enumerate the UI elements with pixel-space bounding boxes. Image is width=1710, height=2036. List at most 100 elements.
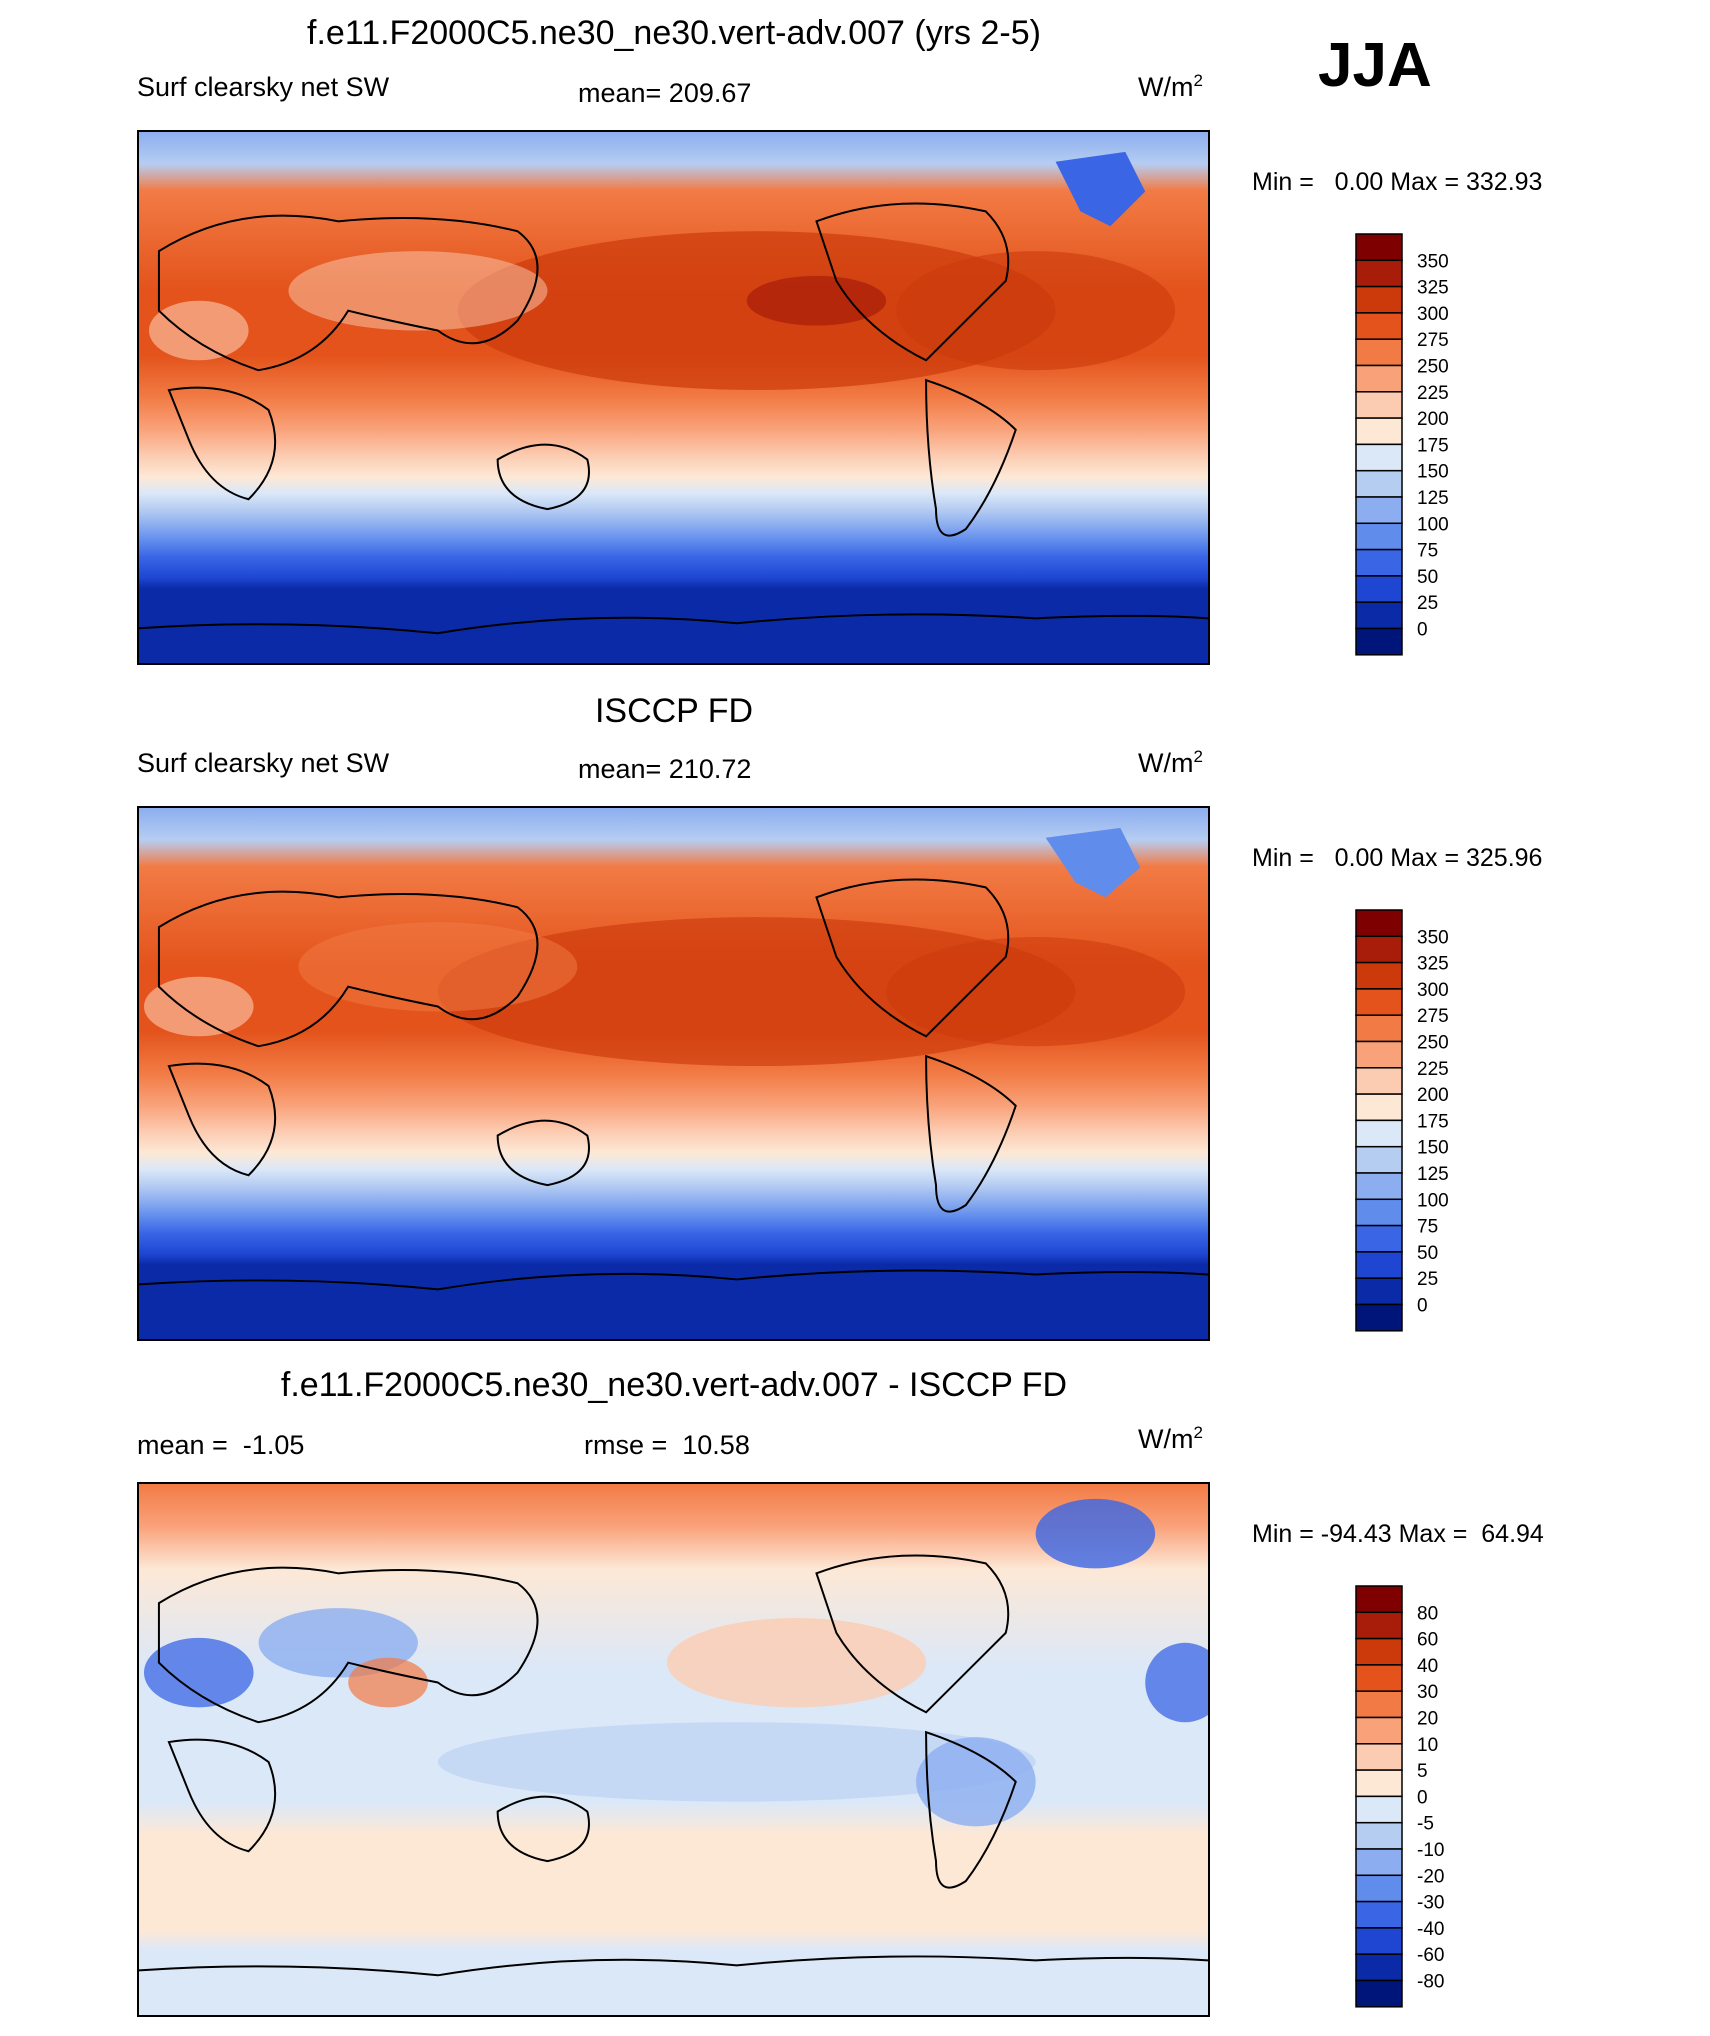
colorbar-tick-label: 40 [1417,1656,1438,1677]
mean-label: mean= 210.72 [578,754,752,784]
colorbar-swatch [1355,259,1403,288]
colorbar-swatch [1355,391,1403,419]
colorbar-swatch [1355,233,1403,262]
colorbar-swatch [1355,1145,1403,1174]
units-label: W/m2 [1138,1423,1203,1454]
colorbar-swatch [1355,1953,1403,1982]
colorbar-tick-label: 60 [1417,1630,1438,1651]
units-label: W/m2 [1138,71,1203,102]
colorbar-swatch [1355,312,1403,340]
contour-map-model [139,132,1208,663]
colorbar-swatch [1355,1198,1403,1227]
colorbar-swatch [1355,1224,1403,1253]
colorbar-swatch [1355,1979,1403,2008]
colorbar-swatch [1355,364,1403,393]
colorbar-model: 350 325 300 275 250 225 200 175 150 125 100 75 50 25 0 [1355,233,1515,658]
colorbar-tick-label: 20 [1417,1709,1438,1730]
contour-map-diff [139,1484,1208,2015]
colorbar-swatch [1355,575,1403,603]
colorbar-swatch [1355,1821,1403,1850]
colorbar-tick-label: -10 [1417,1840,1444,1861]
colorbar-swatch [1355,1743,1403,1771]
colorbar-swatch [1355,601,1403,630]
colorbar-swatch [1355,1585,1403,1614]
colorbar-swatch [1355,469,1403,498]
colorbar-swatch [1355,1172,1403,1201]
colorbar-tick-label: 150 [1417,462,1449,483]
colorbar-tick-label: 300 [1417,304,1449,325]
colorbar-swatch [1355,522,1403,551]
colorbar-tick-label: 125 [1417,488,1449,509]
contour-map-obs [139,808,1208,1339]
colorbar-swatch [1355,1040,1403,1069]
colorbar-tick-label: 200 [1417,409,1449,430]
colorbar-swatch [1355,935,1403,964]
colorbar-tick-label: -30 [1417,1893,1444,1914]
panel-title: f.e11.F2000C5.ne30_ne30.vert-adv.007 (yr… [307,14,1041,52]
colorbar-tick-label: 300 [1417,980,1449,1001]
variable-label: Surf clearsky net SW [137,72,390,102]
colorbar-obs: 350 325 300 275 250 225 200 175 150 125 100 75 50 25 0 [1355,909,1515,1334]
colorbar-swatch [1355,1664,1403,1692]
colorbar-tick-label: 275 [1417,1006,1449,1027]
colorbar-swatch [1355,627,1403,656]
colorbar-tick-label: 175 [1417,435,1449,456]
minmax-label: Min = -94.43 Max = 64.94 [1252,1520,1544,1548]
colorbar-swatch [1355,1900,1403,1929]
colorbar-tick-label: 25 [1417,1269,1438,1290]
colorbar-swatch [1355,548,1403,577]
colorbar-tick-label: 50 [1417,1243,1438,1264]
colorbar-tick-label: 250 [1417,1033,1449,1054]
colorbar-tick-label: 0 [1417,1787,1428,1808]
colorbar-tick-label: 325 [1417,954,1449,975]
colorbar-swatch [1355,1690,1403,1719]
colorbar-swatch [1355,961,1403,990]
colorbar-swatch [1355,1848,1403,1877]
colorbar-svg: 80 60 40 30 20 10 5 0 -5 -10 -20 -30 -40 -60 -80 [1355,1585,1444,2008]
colorbar-tick-label: 0 [1417,1296,1428,1317]
colorbar-swatch [1355,285,1403,314]
colorbar-tick-label: -5 [1417,1814,1434,1835]
variable-label: Surf clearsky net SW [137,748,390,778]
colorbar-tick-label: 30 [1417,1682,1438,1703]
mean-label: mean= 209.67 [578,78,752,108]
colorbar-swatch [1355,1277,1403,1306]
colorbar-tick-label: 75 [1417,1217,1438,1238]
colorbar-tick-label: 100 [1417,1190,1449,1211]
colorbar-tick-label: 100 [1417,514,1449,535]
colorbar-tick-label: 225 [1417,383,1449,404]
colorbar-tick-label: 200 [1417,1085,1449,1106]
colorbar-swatch [1355,1795,1403,1824]
colorbar-tick-label: -20 [1417,1866,1444,1887]
colorbar-tick-label: 80 [1417,1603,1438,1624]
colorbar-tick-label: 125 [1417,1164,1449,1185]
colorbar-tick-label: 150 [1417,1138,1449,1159]
colorbar-swatch [1355,1303,1403,1332]
colorbar-swatch [1355,1251,1403,1279]
colorbar-tick-label: -60 [1417,1945,1444,1966]
colorbar-swatch [1355,443,1403,472]
colorbar-tick-label: 225 [1417,1059,1449,1080]
colorbar-tick-label: 350 [1417,927,1449,948]
colorbar-tick-label: 350 [1417,251,1449,272]
units-label: W/m2 [1138,747,1203,778]
colorbar-swatch [1355,988,1403,1016]
colorbar-swatch [1355,1093,1403,1122]
colorbar-tick-label: 275 [1417,330,1449,351]
colorbar-swatch [1355,1067,1403,1095]
minmax-label: Min = 0.00 Max = 332.93 [1252,168,1543,196]
map-obs [137,806,1210,1341]
colorbar-tick-label: 10 [1417,1735,1438,1756]
colorbar-tick-label: 175 [1417,1111,1449,1132]
colorbar-swatch [1355,1927,1403,1955]
colorbar-swatch [1355,1874,1403,1903]
colorbar-tick-label: 75 [1417,541,1438,562]
map-model [137,130,1210,665]
colorbar-tick-label: 325 [1417,278,1449,299]
colorbar-swatch [1355,338,1403,367]
colorbar-tick-label: -80 [1417,1972,1444,1993]
colorbar-tick-label: 25 [1417,593,1438,614]
minmax-label: Min = 0.00 Max = 325.96 [1252,844,1543,872]
